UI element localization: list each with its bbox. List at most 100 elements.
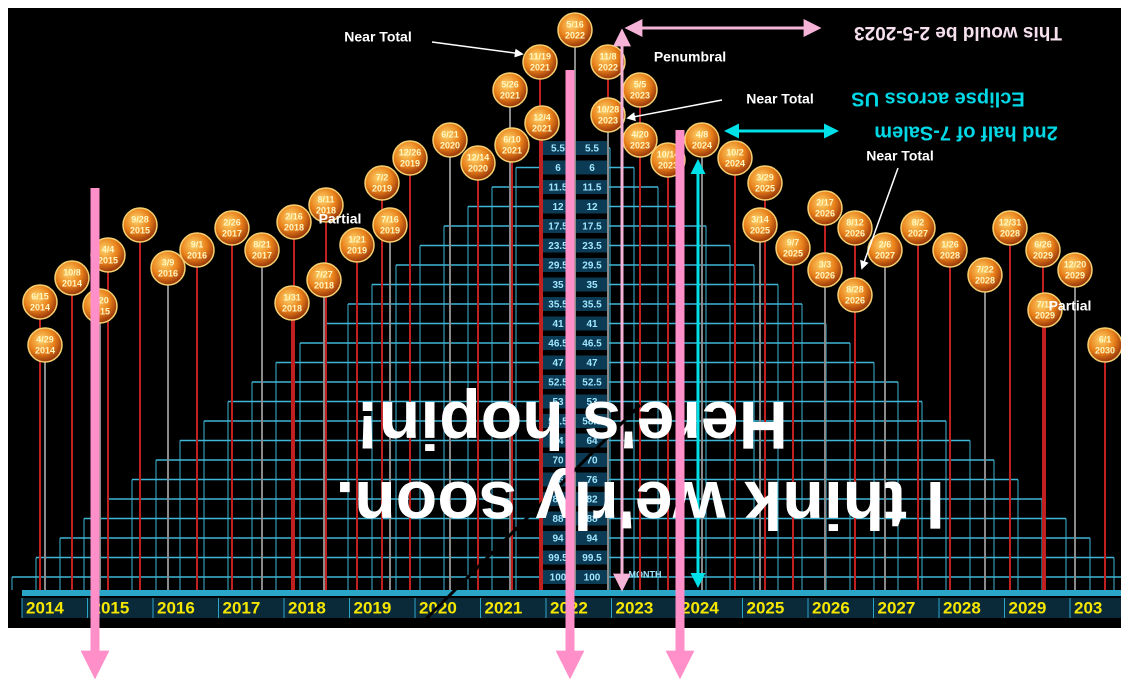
overlay-text: I think we'rly soon. <box>335 467 944 543</box>
rung-label: 58.5 <box>548 417 568 428</box>
month-label: MONTH <box>629 569 662 579</box>
eclipse-year: 2016 <box>187 250 207 260</box>
diagonal-line <box>418 403 642 627</box>
eclipse-marker <box>524 105 560 141</box>
eclipse-year: 2015 <box>90 306 110 316</box>
rung-label: 17.5 <box>582 222 602 233</box>
eclipse-year: 2020 <box>468 163 488 173</box>
eclipse-marker <box>522 44 558 80</box>
eclipse-year: 2017 <box>252 250 272 260</box>
callout: Near Total <box>746 91 813 107</box>
year-label: 2023 <box>616 598 654 617</box>
eclipse-date: 9/28 <box>131 214 149 224</box>
year-label: 203 <box>1074 598 1102 617</box>
eclipse-marker <box>244 232 280 268</box>
rung-label: 35.5 <box>582 300 602 311</box>
eclipse-marker <box>932 232 968 268</box>
eclipse-marker <box>717 140 753 176</box>
eclipse-date: 7/27 <box>315 269 333 279</box>
eclipse-marker <box>775 230 811 266</box>
year-label: 2024 <box>681 598 719 617</box>
eclipse-date: 6/21 <box>441 129 459 139</box>
eclipse-date: 3/14 <box>751 214 769 224</box>
eclipse-date: 10/8 <box>63 267 81 277</box>
eclipse-marker <box>492 72 528 108</box>
year-label: 2028 <box>943 598 981 617</box>
eclipse-year: 2023 <box>630 140 650 150</box>
eclipse-year: 2023 <box>630 90 650 100</box>
stems <box>39 30 1106 590</box>
rung-label: 6 <box>589 163 595 174</box>
eclipse-marker <box>460 145 496 181</box>
eclipse-marker <box>807 190 843 226</box>
rung-label: 12 <box>586 202 598 213</box>
eclipse-year: 2021 <box>530 62 550 72</box>
eclipse-year: 2021 <box>500 90 520 100</box>
eclipse-marker <box>372 207 408 243</box>
rung-label: 70 <box>586 456 598 467</box>
callout: Near Total <box>344 29 411 45</box>
eclipse-marker <box>276 204 312 240</box>
eclipse-marker <box>684 122 720 158</box>
year-label: 2029 <box>1009 598 1047 617</box>
eclipse-year: 2015 <box>130 225 150 235</box>
year-label: 2016 <box>157 598 195 617</box>
eclipse-marker <box>214 210 250 246</box>
rung-label: 53 <box>552 397 564 408</box>
eclipse-date: 8/2 <box>912 217 925 227</box>
eclipse-date: 3/20 <box>91 295 109 305</box>
eclipse-marker <box>992 210 1028 246</box>
rung-label: 94 <box>586 534 598 545</box>
eclipse-date: 11/8 <box>599 51 616 61</box>
eclipse-date: 11/19 <box>529 51 551 61</box>
eclipse-year: 2018 <box>282 303 302 313</box>
eclipse-year: 2018 <box>314 280 334 290</box>
eclipse-date: 7/16 <box>381 214 399 224</box>
eclipse-year: 2018 <box>316 205 336 215</box>
eclipse-marker <box>150 250 186 286</box>
rung-label: 58.5 <box>582 417 602 428</box>
eclipse-year: 2026 <box>845 295 865 305</box>
eclipse-year: 2026 <box>845 228 865 238</box>
eclipse-year: 2027 <box>908 228 928 238</box>
year-label: 2025 <box>747 598 785 617</box>
eclipse-year: 2025 <box>755 183 775 193</box>
eclipse-date: 12/4 <box>533 112 551 122</box>
rung-label: 5.5 <box>585 144 599 155</box>
eclipse-marker <box>306 262 342 298</box>
eclipse-marker <box>179 232 215 268</box>
rung-label: 52.5 <box>582 378 602 389</box>
eclipse-year: 2022 <box>565 30 585 40</box>
eclipse-date: 12/20 <box>1064 259 1087 269</box>
eclipse-year: 2028 <box>975 275 995 285</box>
eclipse-date: 6/15 <box>31 291 49 301</box>
rung-label: 70 <box>552 456 564 467</box>
eclipse-marker <box>308 187 344 223</box>
rung-label: 23.5 <box>548 241 568 252</box>
eclipse-date: 8/28 <box>846 284 864 294</box>
eclipse-year: 2024 <box>692 140 712 150</box>
rung-label: 99.5 <box>582 553 602 564</box>
year-label: 2018 <box>288 598 326 617</box>
rung-label: 11.5 <box>549 183 568 194</box>
year-label: 2015 <box>92 598 130 617</box>
rung-label: 6 <box>555 163 561 174</box>
callout: Penumbral <box>654 49 726 65</box>
callout-arrow <box>626 99 723 122</box>
eclipse-year: 2019 <box>347 245 367 255</box>
eclipse-marker <box>392 140 428 176</box>
eclipse-year: 2015 <box>98 255 118 265</box>
eclipse-date: 12/31 <box>999 217 1022 227</box>
eclipse-date: 10/28 <box>597 104 620 114</box>
year-label: 2027 <box>878 598 916 617</box>
rung-label: 76 <box>586 475 598 486</box>
pink-arrows <box>80 70 695 680</box>
eclipse-date: 6/10 <box>503 134 521 144</box>
eclipse-date: 3/3 <box>819 259 832 269</box>
eclipse-marker <box>967 257 1003 293</box>
eclipse-marker <box>122 207 158 243</box>
eclipse-marker <box>339 227 375 263</box>
eclipse-marker <box>432 122 468 158</box>
